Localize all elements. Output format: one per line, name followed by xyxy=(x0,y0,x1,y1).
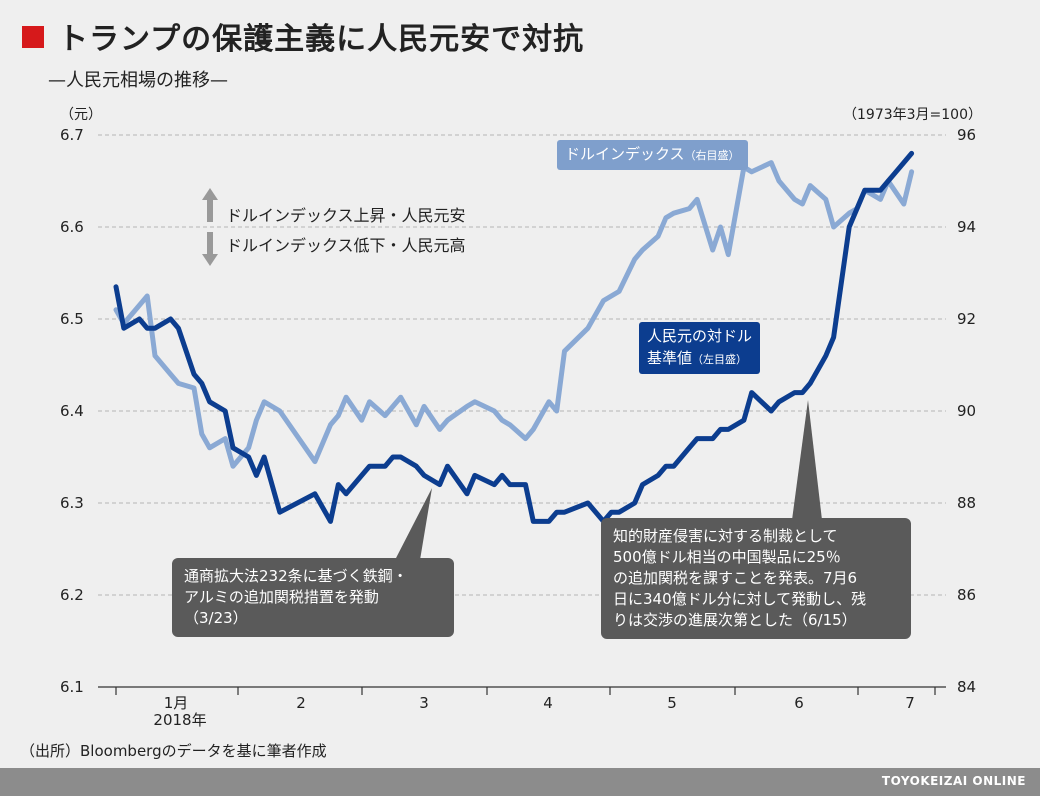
left-tick-label: 6.2 xyxy=(60,586,84,604)
x-tick-label: 7 xyxy=(905,694,915,712)
legend-down-label: ドルインデックス低下・人民元高 xyxy=(226,236,466,255)
x-tick-label: 4 xyxy=(543,694,553,712)
right-tick-label: 88 xyxy=(957,494,976,512)
dollar-index-line xyxy=(113,160,915,469)
callout-pointers xyxy=(395,400,822,560)
dollar-index-label: ドルインデックス（右目盛） xyxy=(557,140,748,170)
x-tick-label: 2 xyxy=(296,694,306,712)
callout-line: りは交渉の進展次第とした（6/15） xyxy=(613,611,857,629)
right-tick-label: 96 xyxy=(957,126,976,144)
left-tick-label: 6.7 xyxy=(60,126,84,144)
x-axis: 1月 2 3 4 5 6 7 2018年 xyxy=(98,686,946,729)
callout-line: アルミの追加関税措置を発動 xyxy=(184,588,379,606)
publisher-name: TOYOKEIZAI ONLINE xyxy=(881,774,1026,788)
yuan-axis-note: （左目盛） xyxy=(692,353,748,366)
right-y-axis-ticks: 84 86 88 90 92 94 96 xyxy=(957,126,976,696)
left-tick-label: 6.4 xyxy=(60,402,84,420)
left-y-axis-ticks: 6.1 6.2 6.3 6.4 6.5 6.6 6.7 xyxy=(60,126,84,696)
yuan-label-line1: 人民元の対ドル xyxy=(647,327,753,345)
dollar-index-axis-note: （右目盛） xyxy=(684,149,740,162)
left-tick-label: 6.1 xyxy=(60,678,84,696)
title-marker xyxy=(22,26,44,48)
callout-line: 日に340億ドル分に対して発動し、残 xyxy=(613,590,867,608)
callout-line: 通商拡大法232条に基づく鉄鋼・ xyxy=(184,567,408,585)
down-arrow-shaft xyxy=(207,232,213,255)
down-arrow-icon xyxy=(202,254,218,266)
series-lines xyxy=(113,150,915,524)
left-tick-label: 6.5 xyxy=(60,310,84,328)
ip-callout-pointer xyxy=(792,400,822,520)
left-tick-label: 6.6 xyxy=(60,218,84,236)
x-year-label: 2018年 xyxy=(153,711,206,729)
right-tick-label: 84 xyxy=(957,678,976,696)
steel-tariff-callout: 通商拡大法232条に基づく鉄鋼・ アルミの追加関税措置を発動 （3/23） xyxy=(172,558,454,637)
x-tick-label: 1月 xyxy=(164,694,189,712)
x-tick-label: 6 xyxy=(794,694,804,712)
up-arrow-icon xyxy=(202,188,218,200)
right-tick-label: 94 xyxy=(957,218,976,236)
yuan-label-line2: 基準値 xyxy=(647,349,693,367)
footer-bar: TOYOKEIZAI ONLINE xyxy=(0,768,1040,796)
callout-line: の追加関税を課すことを発表。7月6 xyxy=(613,569,858,587)
right-tick-label: 90 xyxy=(957,402,976,420)
page-subtitle: —人民元相場の推移— xyxy=(48,70,228,91)
source-note: （出所）Bloombergのデータを基に筆者作成 xyxy=(20,742,327,760)
up-arrow-shaft xyxy=(207,199,213,222)
x-tick-label: 5 xyxy=(667,694,677,712)
yuan-label: 人民元の対ドル 基準値（左目盛） xyxy=(639,322,761,374)
legend-up-label: ドルインデックス上昇・人民元安 xyxy=(226,206,466,225)
right-tick-label: 92 xyxy=(957,310,976,328)
left-axis-unit: （元） xyxy=(60,107,102,123)
dollar-index-name: ドルインデックス xyxy=(565,145,685,163)
legend-arrows xyxy=(202,188,218,266)
right-tick-label: 86 xyxy=(957,586,976,604)
left-tick-label: 6.3 xyxy=(60,494,84,512)
x-tick-label: 3 xyxy=(419,694,429,712)
callout-line: （3/23） xyxy=(184,609,248,627)
ip-sanction-callout: 知的財産侵害に対する制裁として 500億ドル相当の中国製品に25％ の追加関税を… xyxy=(601,518,911,639)
page-title: トランプの保護主義に人民元安で対抗 xyxy=(58,22,585,57)
callout-line: 500億ドル相当の中国製品に25％ xyxy=(613,548,841,566)
steel-callout-pointer xyxy=(395,488,432,560)
yuan-fixing-line xyxy=(113,150,915,524)
right-axis-unit: （1973年3月=100） xyxy=(843,107,982,123)
callout-line: 知的財産侵害に対する制裁として xyxy=(613,527,838,545)
